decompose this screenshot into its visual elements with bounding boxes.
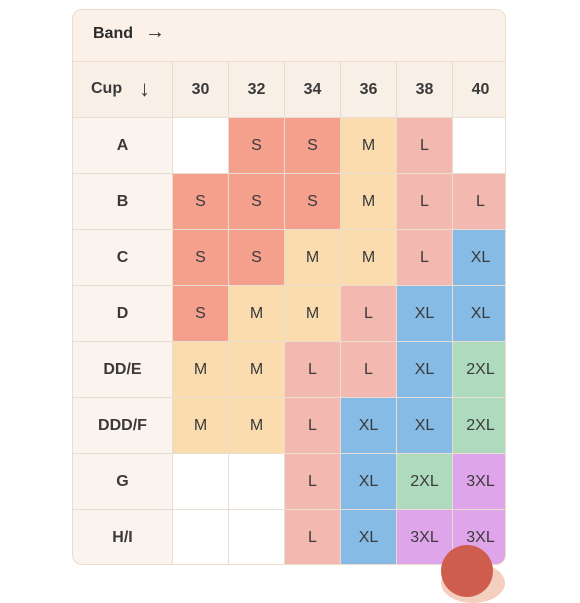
size-cell: L (453, 174, 505, 229)
size-grid: Cup ↓ 30 32 34 36 38 40 A S S M L B S S S M L L C S S M M L XL D S M M… (73, 62, 505, 564)
cup-size-label: C (73, 230, 172, 285)
size-cell (229, 510, 284, 564)
size-cell: 3XL (397, 510, 452, 564)
chat-button[interactable] (441, 545, 493, 597)
size-cell: L (285, 454, 340, 509)
size-cell: M (285, 230, 340, 285)
arrow-down-icon: ↓ (139, 76, 150, 101)
cup-size-label: H/I (73, 510, 172, 564)
size-cell (173, 118, 228, 173)
band-size-header: 32 (229, 62, 284, 117)
size-cell: M (341, 118, 396, 173)
size-cell: 2XL (453, 342, 505, 397)
size-cell (229, 454, 284, 509)
size-cell: M (229, 398, 284, 453)
size-cell: XL (397, 342, 452, 397)
size-chart-card: Band → Cup ↓ 30 32 34 36 38 40 A S S M L B S S S M L L C S S M M… (72, 9, 506, 565)
size-cell: M (229, 286, 284, 341)
size-cell: S (229, 230, 284, 285)
cup-size-label: A (73, 118, 172, 173)
size-cell: M (173, 342, 228, 397)
cup-size-label: B (73, 174, 172, 229)
size-cell: L (397, 230, 452, 285)
size-cell: XL (341, 454, 396, 509)
size-cell: S (285, 118, 340, 173)
cup-size-label: D (73, 286, 172, 341)
cup-size-label: G (73, 454, 172, 509)
size-cell: M (229, 342, 284, 397)
size-cell: L (341, 286, 396, 341)
size-cell: L (341, 342, 396, 397)
size-cell: M (285, 286, 340, 341)
band-size-header: 30 (173, 62, 228, 117)
size-cell: S (229, 174, 284, 229)
size-cell: XL (453, 286, 505, 341)
size-cell: 2XL (453, 398, 505, 453)
size-cell: S (229, 118, 284, 173)
size-cell: L (285, 398, 340, 453)
size-cell: S (173, 230, 228, 285)
size-cell: 3XL (453, 454, 505, 509)
size-cell: L (397, 118, 452, 173)
size-cell: S (173, 174, 228, 229)
cup-size-label: DD/E (73, 342, 172, 397)
size-cell: S (173, 286, 228, 341)
cup-label: Cup (91, 80, 123, 97)
size-cell: 2XL (397, 454, 452, 509)
size-cell: L (397, 174, 452, 229)
cup-header-cell: Cup ↓ (73, 62, 172, 117)
size-cell: M (341, 230, 396, 285)
size-cell (173, 454, 228, 509)
band-size-header: 38 (397, 62, 452, 117)
size-cell: XL (397, 286, 452, 341)
band-label: Band (93, 25, 133, 42)
size-cell (173, 510, 228, 564)
size-cell: XL (341, 510, 396, 564)
size-cell: M (173, 398, 228, 453)
size-cell: M (341, 174, 396, 229)
size-cell: XL (453, 230, 505, 285)
size-cell: XL (341, 398, 396, 453)
band-size-header: 36 (341, 62, 396, 117)
band-header-row: Band → (73, 10, 505, 62)
arrow-right-icon: → (145, 21, 165, 43)
cup-size-label: DDD/F (73, 398, 172, 453)
size-cell: S (285, 174, 340, 229)
band-size-header: 40 (453, 62, 505, 117)
size-cell: L (285, 510, 340, 564)
size-cell: XL (397, 398, 452, 453)
band-size-header: 34 (285, 62, 340, 117)
size-cell (453, 118, 505, 173)
size-cell: L (285, 342, 340, 397)
